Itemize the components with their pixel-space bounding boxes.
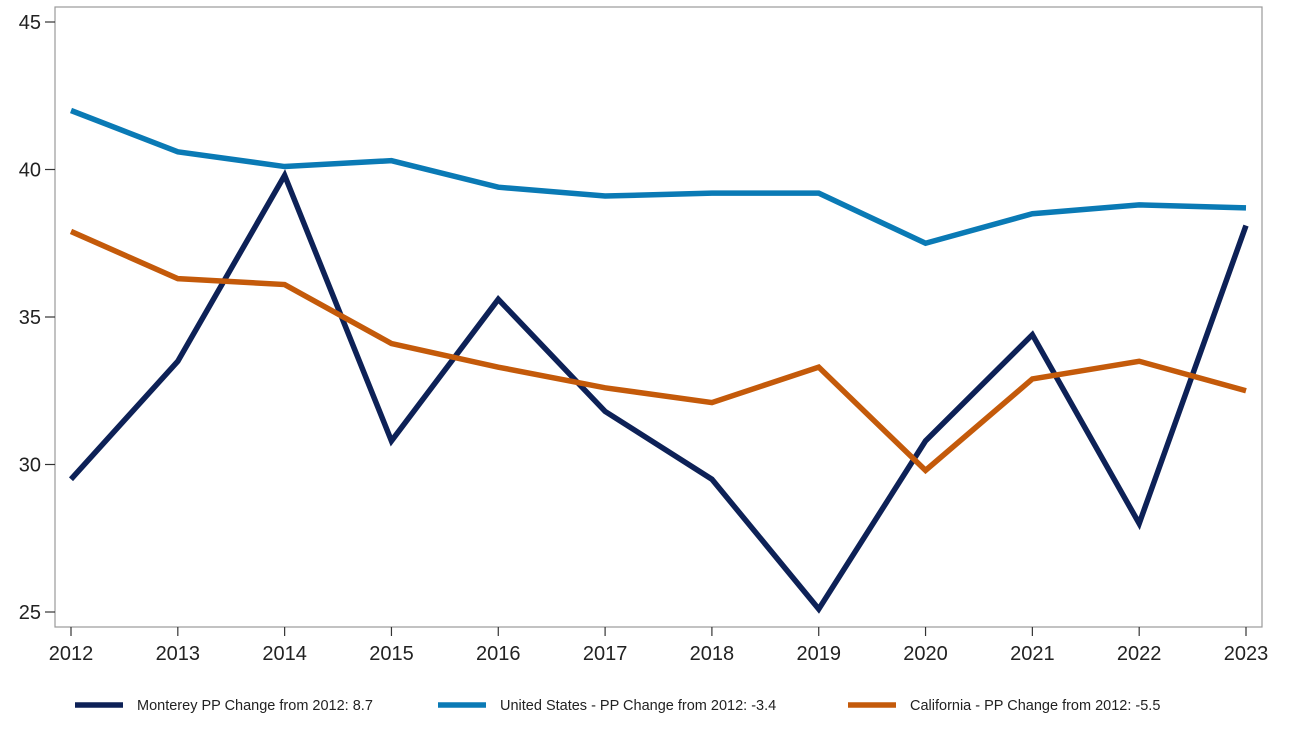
x-tick-label: 2016 — [476, 643, 521, 665]
y-tick-label: 30 — [19, 455, 41, 477]
y-tick-label: 25 — [19, 602, 41, 624]
y-tick-label: 45 — [19, 12, 41, 34]
x-tick-label: 2022 — [1117, 643, 1162, 665]
y-tick-label: 35 — [19, 307, 41, 329]
x-tick-label: 2013 — [156, 643, 201, 665]
series-line-0 — [68, 169, 1249, 614]
legend-label-1: United States - PP Change from 2012: -3.… — [500, 698, 776, 714]
series-line-1 — [70, 107, 1247, 247]
legend: Monterey PP Change from 2012: 8.7 United … — [75, 698, 1160, 714]
x-tick-label: 2012 — [49, 643, 94, 665]
y-axis: 25 30 35 40 45 — [19, 12, 55, 624]
legend-label-2: California - PP Change from 2012: -5.5 — [910, 698, 1160, 714]
x-tick-label: 2021 — [1010, 643, 1055, 665]
x-axis: 2012 2013 2014 2015 2016 2017 2018 2019 2020 2021… — [49, 627, 1269, 665]
y-tick-label: 40 — [19, 160, 41, 182]
legend-label-0: Monterey PP Change from 2012: 8.7 — [137, 698, 373, 714]
x-tick-label: 2014 — [262, 643, 307, 665]
plot-frame — [54, 6, 1263, 628]
series-lines — [68, 107, 1249, 614]
x-tick-label: 2017 — [583, 643, 628, 665]
x-tick-label: 2018 — [690, 643, 735, 665]
x-tick-label: 2015 — [369, 643, 414, 665]
x-tick-label: 2020 — [903, 643, 948, 665]
x-tick-label: 2019 — [796, 643, 841, 665]
x-tick-label: 2023 — [1224, 643, 1269, 665]
series-line-2 — [69, 228, 1247, 475]
